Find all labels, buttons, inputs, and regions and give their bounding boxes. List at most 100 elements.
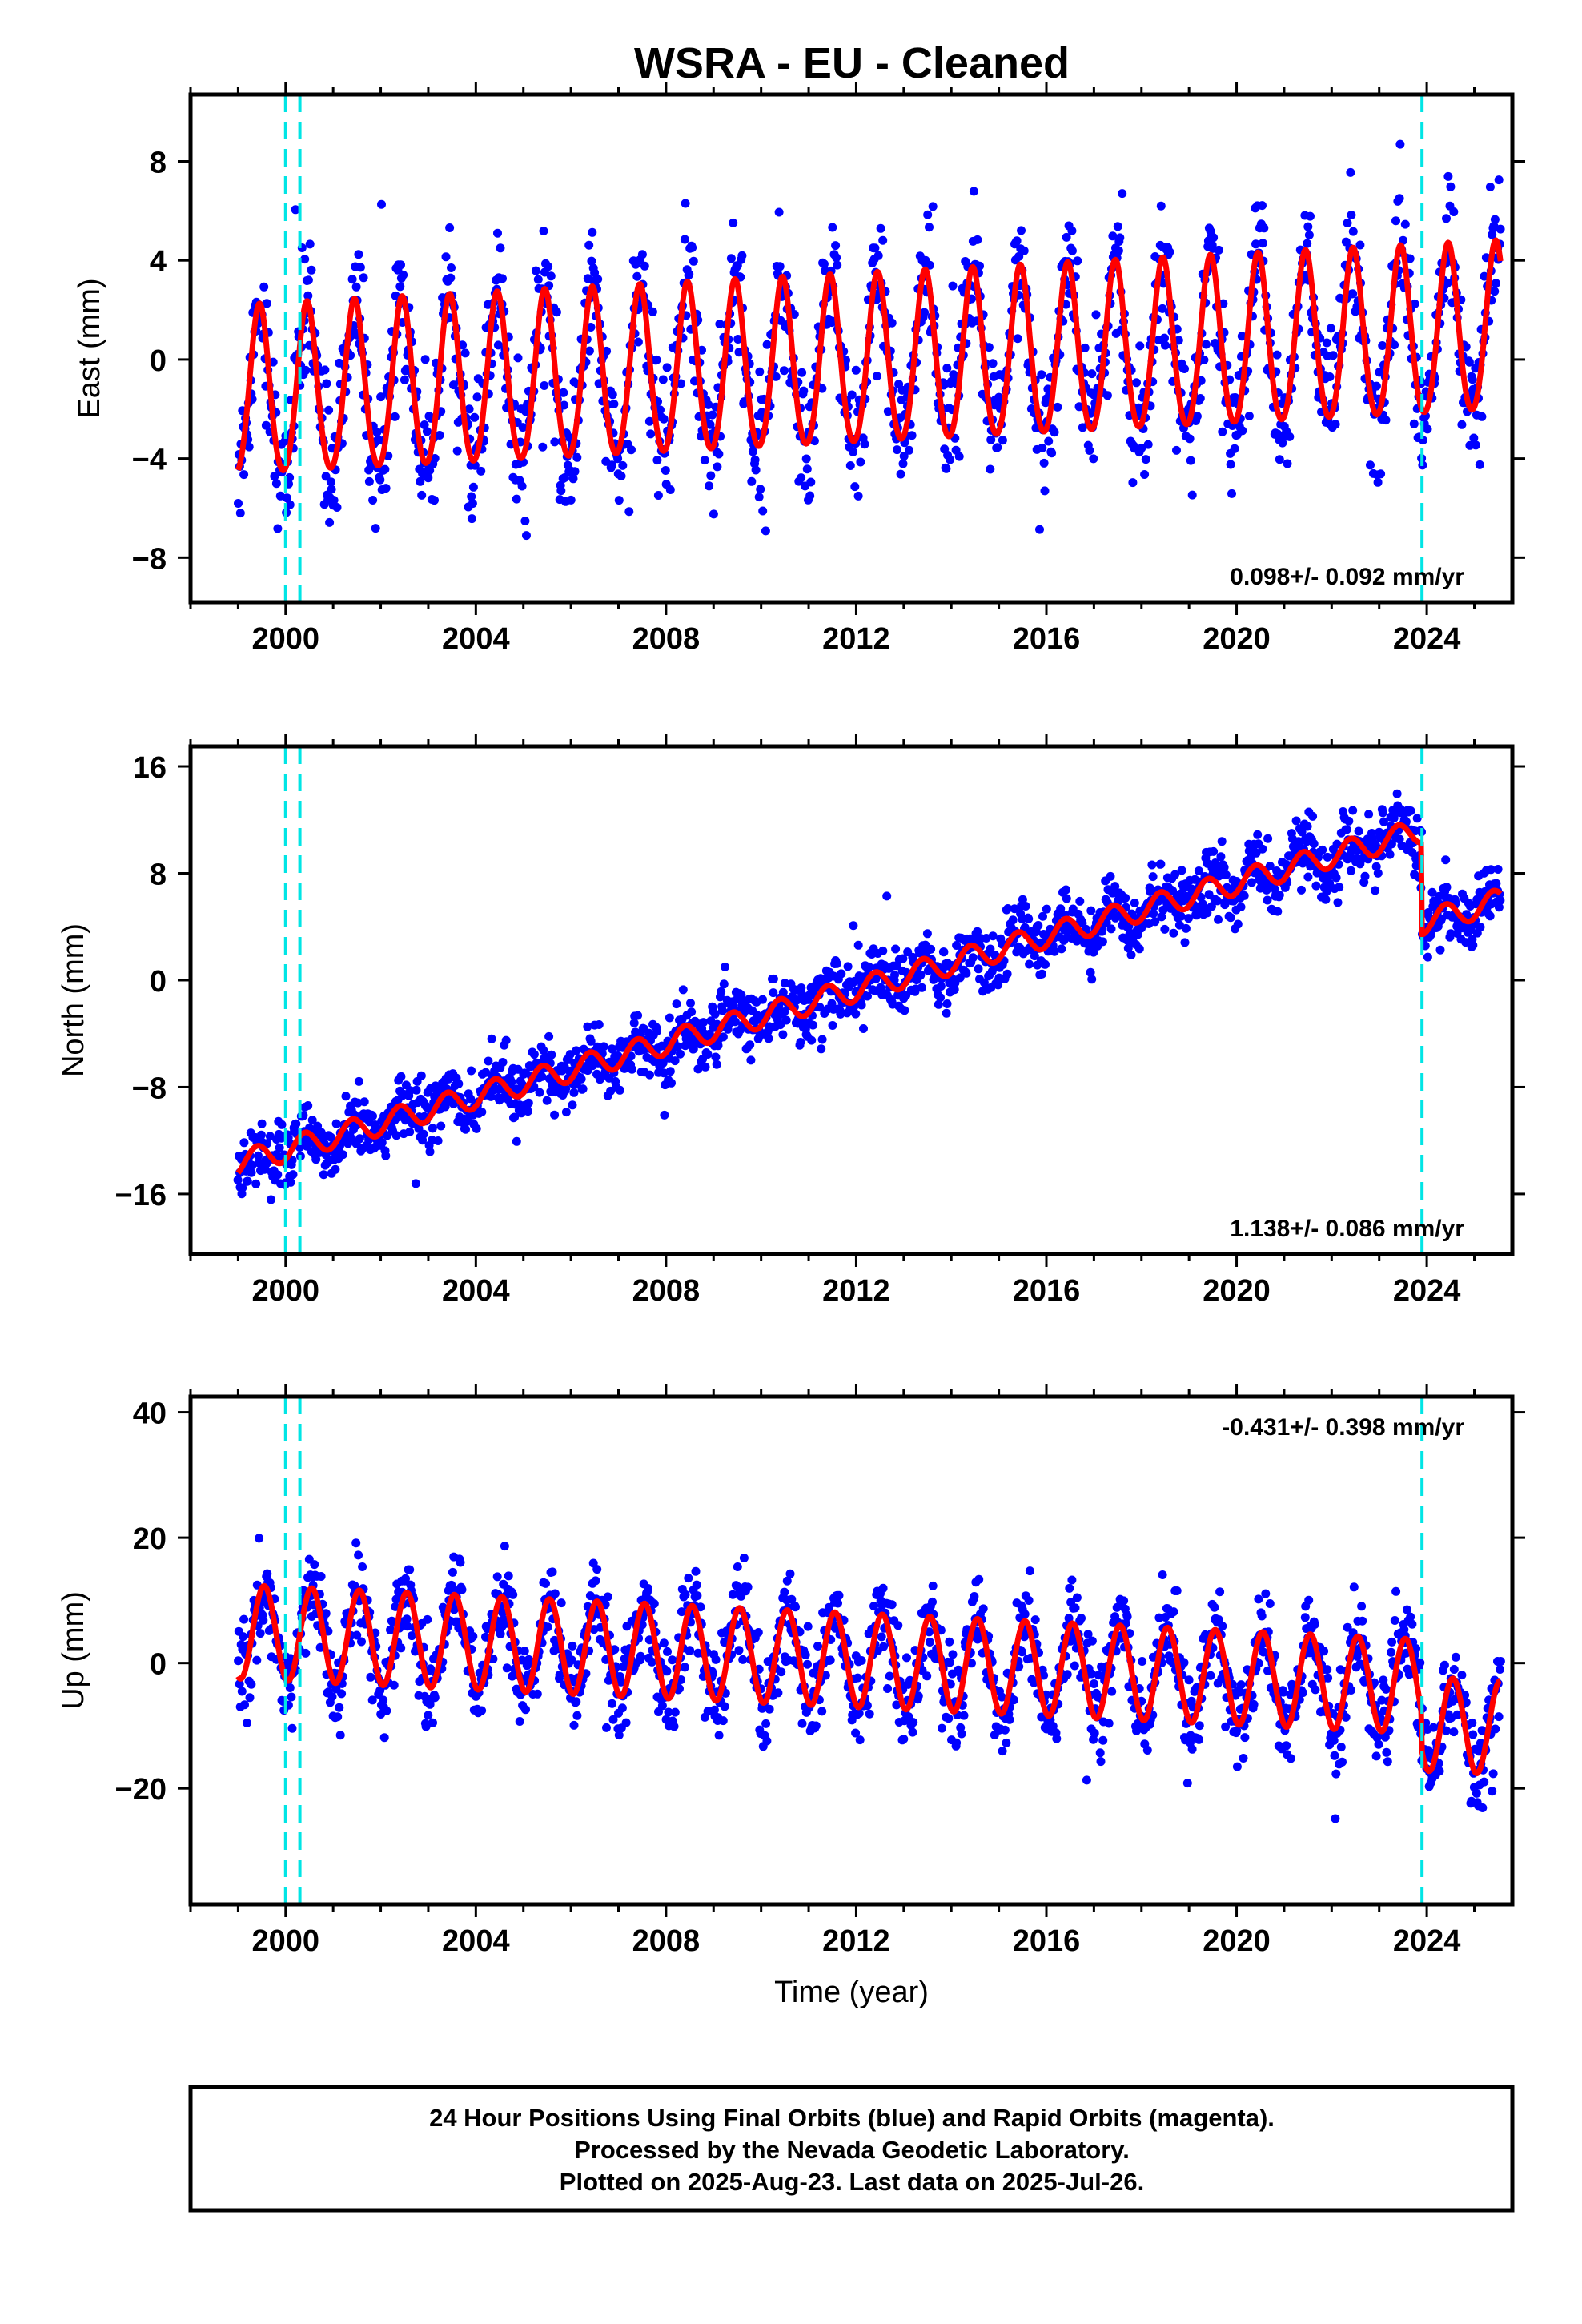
data-point: [1395, 139, 1405, 149]
data-point: [1303, 872, 1313, 882]
data-point: [1172, 445, 1181, 455]
data-point: [680, 1663, 689, 1672]
data-point: [1476, 923, 1485, 932]
data-point: [1442, 214, 1451, 223]
data-point: [1087, 369, 1097, 379]
data-point: [1038, 969, 1046, 979]
data-point: [710, 1009, 720, 1019]
data-point: [1062, 1670, 1072, 1679]
x-tick-label: 2020: [1203, 622, 1271, 656]
data-point: [843, 962, 853, 971]
x-tick-label: 2024: [1393, 622, 1461, 656]
data-point: [627, 445, 636, 455]
data-point: [548, 1567, 557, 1577]
x-tick-label: 2012: [822, 622, 890, 656]
data-point: [561, 1108, 571, 1117]
data-point: [1169, 1607, 1178, 1617]
data-point: [1150, 917, 1160, 927]
data-point: [789, 310, 799, 319]
data-point: [243, 1719, 251, 1727]
data-point: [326, 477, 335, 487]
data-point: [1468, 940, 1478, 950]
data-point: [1218, 427, 1227, 436]
data-point: [261, 420, 271, 430]
data-point: [805, 491, 815, 501]
data-point: [1493, 865, 1503, 874]
data-point: [877, 1632, 886, 1642]
data-point: [1025, 959, 1034, 969]
data-point: [1014, 251, 1024, 261]
data-point: [988, 931, 998, 941]
rate-annotation: 1.138+/- 0.086 mm/yr: [1230, 1216, 1464, 1242]
data-point: [778, 987, 788, 997]
data-point: [920, 308, 930, 317]
data-point: [262, 299, 271, 308]
data-point: [870, 243, 880, 253]
data-point: [1344, 816, 1354, 826]
data-point: [1477, 412, 1487, 421]
y-tick-label: 4: [150, 245, 167, 279]
data-point: [1265, 1599, 1275, 1608]
data-point: [1086, 906, 1096, 915]
data-point: [1179, 1658, 1189, 1667]
data-point: [1355, 240, 1365, 250]
data-point: [377, 1138, 387, 1148]
data-point: [614, 496, 624, 505]
data-point: [325, 517, 335, 527]
data-point: [738, 1655, 748, 1664]
data-point: [687, 1007, 697, 1017]
data-point: [591, 1576, 600, 1586]
data-point: [377, 199, 386, 209]
data-point: [592, 1565, 602, 1574]
data-point: [938, 1723, 946, 1733]
data-point: [468, 1632, 478, 1641]
data-point: [1090, 1679, 1098, 1688]
data-point: [1254, 1594, 1263, 1604]
data-point: [338, 1150, 347, 1160]
data-point: [1158, 1570, 1167, 1579]
data-point: [680, 235, 689, 244]
data-point: [1106, 924, 1116, 934]
data-point: [251, 1179, 261, 1188]
data-point: [1008, 915, 1018, 925]
data-point: [1096, 1757, 1106, 1767]
data-point: [268, 357, 278, 367]
data-point: [751, 465, 761, 475]
data-point: [602, 1723, 611, 1732]
data-point: [1446, 182, 1456, 191]
data-point: [898, 459, 908, 468]
data-point: [584, 240, 594, 250]
data-point: [470, 412, 480, 422]
data-point: [1226, 460, 1235, 469]
data-point: [859, 1024, 868, 1033]
data-point: [1172, 1586, 1182, 1595]
data-point: [572, 1711, 582, 1720]
data-point: [263, 1569, 272, 1578]
data-point: [942, 1008, 951, 1018]
data-point: [1251, 848, 1261, 858]
data-point: [1148, 872, 1158, 882]
data-point: [942, 464, 951, 473]
data-point: [1346, 167, 1355, 177]
data-point: [1335, 883, 1344, 892]
data-point: [652, 456, 662, 465]
data-point: [801, 454, 811, 464]
data-point: [968, 953, 978, 963]
data-point: [1030, 951, 1039, 961]
data-point: [1203, 908, 1212, 918]
data-point: [541, 1578, 550, 1588]
y-tick-label: 16: [133, 751, 167, 785]
data-point: [753, 1628, 763, 1637]
data-point: [435, 431, 444, 440]
data-point: [1202, 340, 1211, 349]
data-point: [254, 1158, 263, 1168]
data-point: [243, 1176, 252, 1186]
data-point: [277, 1120, 287, 1129]
data-point: [501, 1035, 511, 1045]
data-point: [355, 263, 365, 272]
data-point: [739, 1554, 749, 1562]
data-point: [1348, 806, 1358, 815]
data-point: [561, 1084, 571, 1093]
data-point: [1494, 903, 1504, 912]
data-point: [467, 492, 476, 501]
